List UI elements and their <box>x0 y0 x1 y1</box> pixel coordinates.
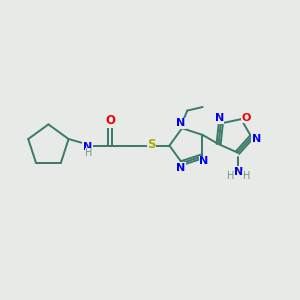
Text: N: N <box>176 118 185 128</box>
Text: O: O <box>105 114 115 127</box>
Text: N: N <box>83 142 92 152</box>
Text: H: H <box>243 171 250 181</box>
Text: N: N <box>252 134 261 144</box>
Text: N: N <box>234 167 244 177</box>
Text: N: N <box>215 113 224 123</box>
Text: N: N <box>199 156 208 166</box>
Text: N: N <box>176 163 185 173</box>
Text: O: O <box>242 113 251 123</box>
Text: H: H <box>85 148 93 158</box>
Text: H: H <box>227 171 235 181</box>
Text: S: S <box>147 138 156 151</box>
